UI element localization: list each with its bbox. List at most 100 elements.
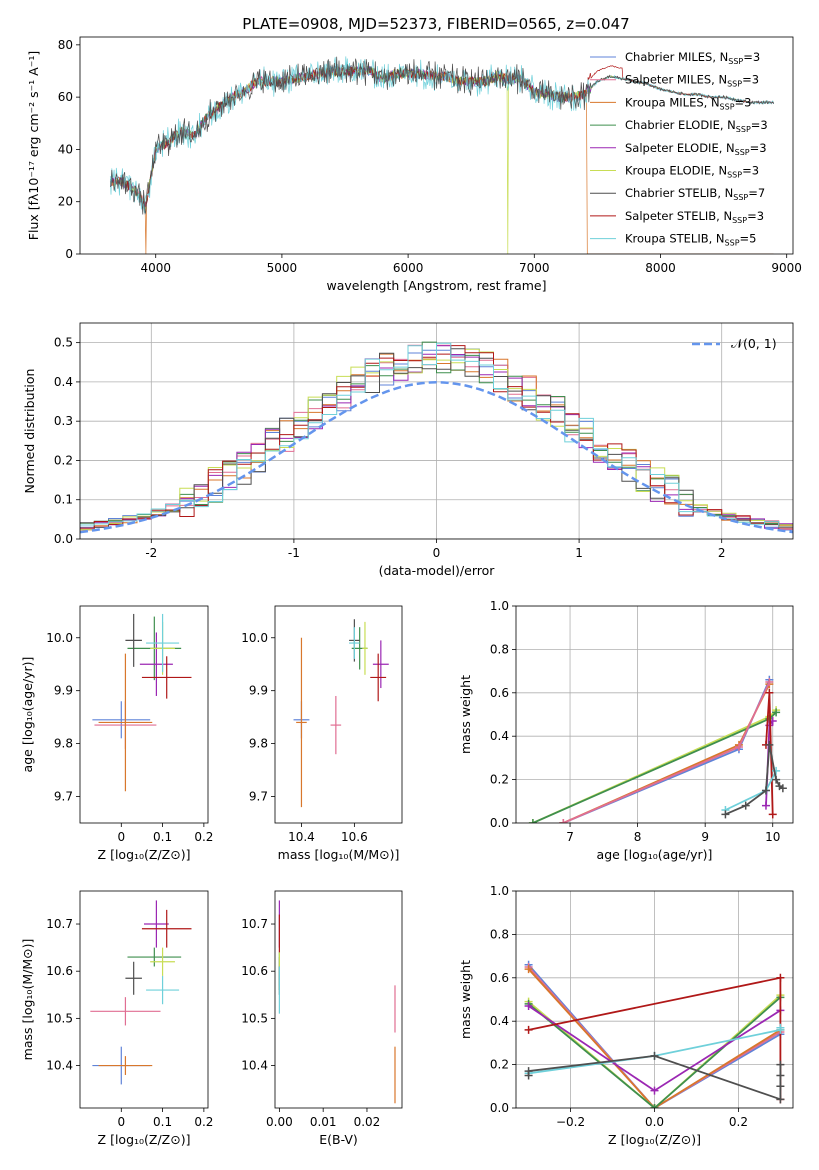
legend-entry: Chabrier STELIB, NSSP=7: [625, 186, 765, 202]
errorbar-salpeter_miles: [330, 695, 342, 755]
y-tick-label: 0.4: [54, 375, 73, 389]
y-tick-label: 9.7: [54, 790, 73, 804]
errorbar-kroupa_miles: [296, 637, 307, 808]
plot-area: [92, 613, 192, 792]
errorbar-salpeter_miles: [90, 997, 161, 1026]
plot-area: [80, 323, 793, 539]
y-axis-label: age [log₁₀(age/yr)]: [20, 657, 35, 773]
x-tick-label: 0: [117, 1115, 125, 1129]
normal-curve: [80, 381, 793, 534]
panel-age_mass: 10.4 10.6 9.7 9.8 9.9 10.0 mass [log₁₀(M/M⊙)]: [241, 605, 403, 862]
marker: [524, 965, 533, 974]
errorbar-salpeter_elodie: [372, 640, 389, 689]
x-axis-label: E(B-V): [319, 1132, 358, 1147]
y-tick-label: 10.6: [46, 964, 73, 978]
x-tick-label: 10: [765, 830, 780, 844]
errorbar-kroupa_stelib: [146, 975, 180, 1005]
y-tick-label: 10.5: [241, 1011, 268, 1025]
y-tick-label: 0.4: [490, 729, 509, 743]
x-tick-label: 0.02: [354, 1115, 381, 1129]
y-tick-label: 9.8: [249, 737, 268, 751]
axes-frame: [79, 322, 794, 540]
x-tick-label: -2: [145, 546, 157, 560]
legend-entry: 𝒩(0, 1): [731, 336, 777, 351]
series-chabrier_miles: [559, 675, 774, 823]
y-tick-label: 10.5: [46, 1011, 73, 1025]
y-tick-label: 0.8: [490, 927, 509, 941]
marker: [776, 1082, 785, 1091]
marker: [650, 1051, 659, 1060]
marker: [559, 819, 568, 823]
histogram-kroupa_stelib: [80, 342, 793, 528]
plot-area: [278, 900, 396, 1104]
axes-frame: [515, 605, 794, 824]
errorbar-kroupa_elodie: [362, 621, 368, 675]
x-tick-label: 0.0: [645, 1115, 664, 1129]
marker: [650, 1104, 659, 1108]
y-tick-label: 0.0: [490, 1101, 509, 1115]
marker: [734, 743, 743, 752]
y-tick-label: 9.7: [249, 790, 268, 804]
x-tick-label: 0.2: [729, 1115, 748, 1129]
y-tick-label: 0.0: [490, 816, 509, 830]
y-axis-label: mass weight: [458, 960, 473, 1039]
y-tick-label: 0.2: [490, 773, 509, 787]
x-tick-label: 4000: [140, 261, 171, 275]
legend-entry: Kroupa MILES, NSSP=3: [625, 95, 751, 111]
x-tick-label: 0.1: [153, 1115, 172, 1129]
panel-mw_age: 7 8 9 10 0.0 0.2 0.4 0.6 0.8 1.0 age [log₁₀(age/yr…: [458, 599, 794, 862]
y-tick-label: 0.0: [54, 532, 73, 546]
y-tick-label: 60: [58, 90, 73, 104]
y-tick-label: 80: [58, 38, 73, 52]
series-line: [528, 996, 781, 1108]
marker: [778, 784, 787, 793]
y-tick-label: 0.8: [490, 642, 509, 656]
x-tick-label: 0.01: [310, 1115, 337, 1129]
y-tick-label: 1.0: [490, 599, 509, 613]
spectrum-line-kroupa_elodie: [109, 66, 774, 254]
spectrum-line-salpeter_stelib: [109, 65, 774, 208]
x-tick-label: 2: [718, 546, 726, 560]
axes-frame: [79, 890, 209, 1109]
marker: [721, 810, 730, 819]
panel-mass_ebv: 0.00 0.01 0.02 10.4 10.5 10.6 10.7 E(B-V): [241, 890, 403, 1147]
marker: [761, 786, 770, 795]
spectrum-line-kroupa_stelib: [109, 56, 774, 213]
marker: [765, 740, 774, 749]
y-tick-label: 10.7: [46, 917, 73, 931]
legend: Chabrier MILES, NSSP=3 Salpeter MILES, NS…: [590, 50, 768, 248]
plot-area: [109, 56, 774, 254]
errorbar-chabrier_elodie: [127, 947, 182, 967]
marker: [528, 819, 537, 823]
figure-title: PLATE=0908, MJD=52373, FIBERID=0565, z=0…: [242, 15, 629, 33]
errorbar-kroupa_miles: [98, 653, 153, 792]
x-axis-label: mass [log₁₀(M/M⊙)]: [278, 847, 400, 862]
errorbar-chabrier_stelib: [125, 961, 142, 995]
plot-area: [90, 900, 192, 1085]
legend-entry: Kroupa ELODIE, NSSP=3: [625, 164, 759, 180]
marker: [765, 688, 774, 697]
y-tick-label: 0.3: [54, 414, 73, 428]
marker: [776, 1071, 785, 1080]
marker: [776, 1095, 785, 1104]
y-tick-label: 0.1: [54, 493, 73, 507]
panel-mw_Z: −0.2 0.0 0.2 0.0 0.2 0.4 0.6 0.8 1.0 Z [log₁₀(Z/Z…: [458, 884, 794, 1147]
marker: [776, 973, 785, 982]
errorbar-chabrier_stelib: [125, 613, 142, 667]
legend-entry: Salpeter ELODIE, NSSP=3: [625, 141, 767, 157]
errorbar-kroupa_stelib: [146, 613, 180, 673]
y-tick-label: 0.2: [490, 1058, 509, 1072]
plot-area: [293, 619, 389, 808]
y-tick-label: 10.7: [241, 917, 268, 931]
series-line: [562, 683, 771, 823]
series-kroupa_miles: [559, 680, 774, 823]
marker: [650, 1086, 659, 1095]
x-axis-label: Z [log₁₀(Z/Z⊙)]: [608, 1132, 701, 1147]
spectrum-line-kroupa_miles: [109, 65, 774, 254]
series-line: [527, 968, 781, 1108]
axes-frame: [274, 890, 403, 1109]
y-tick-label: 9.8: [54, 737, 73, 751]
y-tick-label: 20: [58, 195, 73, 209]
series-salpeter_elodie: [761, 717, 777, 810]
x-tick-label: 0.1: [153, 830, 172, 844]
